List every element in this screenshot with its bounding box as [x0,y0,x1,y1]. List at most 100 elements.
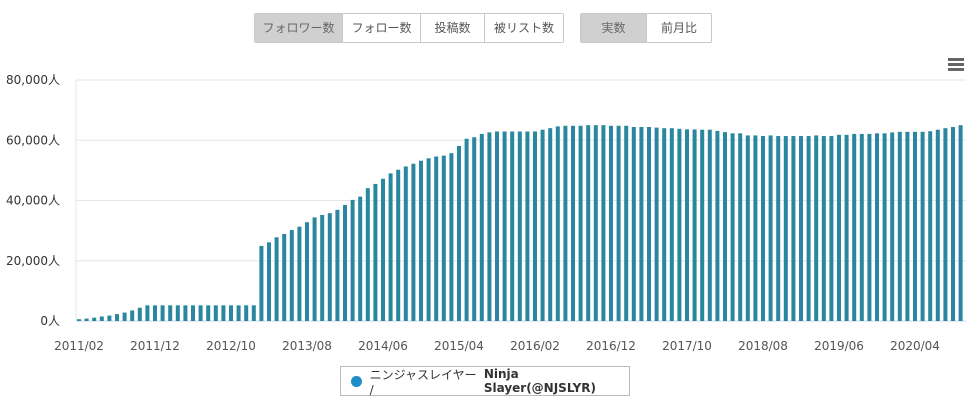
bar [913,131,917,321]
tab-following[interactable]: フォロー数 [343,14,421,42]
legend-label-jp: ニンジャスレイヤー / [369,367,477,397]
x-tick-label: 2019/06 [814,339,864,353]
bar [844,134,849,321]
bar [244,305,249,321]
bar [525,131,530,321]
y-tick-label: 0人 [40,314,60,328]
bar [274,237,279,321]
bar [84,318,89,321]
bar [920,131,925,321]
bar [77,319,81,321]
bar [624,125,629,321]
x-tick-label: 2012/10 [206,339,256,353]
bar [107,315,112,321]
y-tick-label: 40,000人 [6,194,60,208]
bar [457,145,461,321]
bar [381,178,385,321]
bar [806,136,811,321]
y-tick-label: 20,000人 [6,254,60,268]
bar [730,133,735,321]
bar [259,245,264,321]
bar [236,305,241,321]
bar [935,129,940,321]
bar [707,129,712,321]
bar [426,158,431,321]
bar [373,183,378,321]
tab-listed[interactable]: 被リスト数 [485,14,563,42]
bar [297,226,302,321]
bar [213,305,218,321]
bar [533,131,537,321]
bar [327,213,332,321]
bar [662,128,667,321]
bar [723,132,727,321]
x-tick-label: 2011/02 [54,339,104,353]
hamburger-menu-icon[interactable] [948,58,964,72]
bar [472,137,477,321]
bar [897,131,902,321]
bar [829,136,834,321]
bar [647,126,651,322]
bar [168,305,173,321]
bar [761,136,765,321]
bar [502,131,507,321]
x-tick-label: 2017/10 [662,339,712,353]
bar [221,305,226,321]
bar [206,305,211,321]
bar [791,136,796,321]
tab-followers[interactable]: フォロワー数 [255,14,343,42]
bar [738,133,743,321]
bar [282,233,287,321]
bar [943,128,948,321]
bar [137,307,142,321]
bar [267,242,271,321]
bar [479,133,484,321]
bar [130,310,135,321]
bar [160,305,165,321]
x-tick-label: 2013/08 [282,339,332,353]
bar [837,134,841,321]
bar [867,133,872,321]
bar [350,199,355,321]
bar [859,133,864,321]
bar [814,135,819,321]
tab-month-over-month[interactable]: 前月比 [647,14,711,42]
bar [951,126,955,322]
legend-dot-icon [351,375,362,387]
y-tick-label: 80,000人 [6,73,60,87]
bar [571,125,575,321]
bar [198,305,203,321]
bar [358,196,363,321]
tab-actual[interactable]: 実数 [581,14,647,42]
x-tick-label: 2016/02 [510,339,560,353]
bar [609,125,613,321]
bar [700,129,705,321]
bar [343,205,347,321]
bar [99,316,104,321]
legend-label-en: Ninja Slayer(@NJSLYR) [483,367,597,395]
bar [768,135,773,321]
bar [365,188,370,321]
bar [251,305,256,321]
bar [153,305,157,321]
bar [799,136,803,321]
bar [578,125,583,321]
bar [715,130,720,321]
bar [540,129,545,321]
bar [548,128,553,321]
legend-item[interactable]: ニンジャスレイヤー / Ninja Slayer(@NJSLYR) [340,366,630,397]
bar [487,132,492,321]
bar [776,136,781,321]
x-tick-label: 2020/04 [890,339,940,353]
bar [669,128,674,321]
bar [852,133,857,321]
bar [905,131,910,321]
tab-posts[interactable]: 投稿数 [421,14,485,42]
bar [388,173,393,321]
bar [434,156,439,321]
bar [639,126,644,322]
bar [495,131,499,321]
bar [115,314,119,321]
bar [305,222,309,321]
